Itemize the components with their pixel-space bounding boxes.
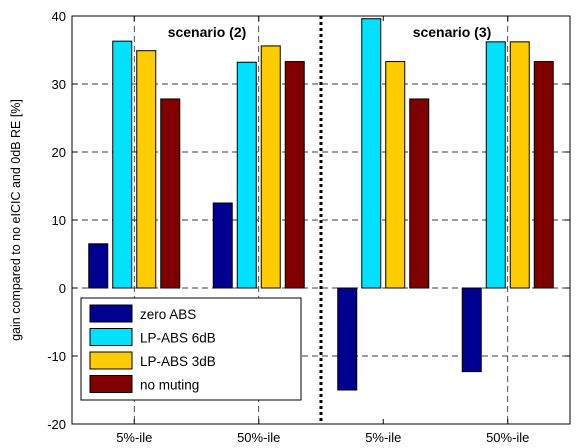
legend-swatch <box>89 375 133 393</box>
x-tick-label: 5%-ile <box>365 430 401 445</box>
y-tick-label: 30 <box>52 77 66 92</box>
legend-swatch <box>89 328 133 346</box>
y-tick-label: 10 <box>52 213 66 228</box>
legend-swatch <box>89 304 133 323</box>
bar <box>485 41 506 289</box>
x-tick-label: 50%-ile <box>237 430 280 445</box>
bar <box>409 98 430 289</box>
bar <box>160 98 181 289</box>
y-tick-label: 40 <box>52 9 66 24</box>
x-tick-label: 5%-ile <box>116 430 152 445</box>
bars <box>88 18 554 391</box>
bar <box>260 45 281 289</box>
bar <box>284 61 305 289</box>
annotation-scenario-2: scenario (2) <box>168 24 247 40</box>
legend-label: no muting <box>140 378 199 393</box>
x-axis-ticks: 5%-ile 50%-ile 5%-ile 50%-ile <box>116 16 529 445</box>
y-tick-label: 20 <box>52 145 66 160</box>
legend-label: LP-ABS 6dB <box>140 331 216 346</box>
legend-label: zero ABS <box>140 307 196 322</box>
y-tick-label: -10 <box>47 349 66 364</box>
bar <box>509 41 530 289</box>
bar <box>136 50 157 289</box>
x-tick-label: 50%-ile <box>486 430 529 445</box>
bar <box>461 287 482 373</box>
bar <box>337 287 358 391</box>
bar <box>533 61 554 289</box>
bar <box>212 202 233 289</box>
bar <box>88 243 109 289</box>
legend: zero ABS LP-ABS 6dB LP-ABS 3dB no muting <box>80 297 302 401</box>
legend-label: LP-ABS 3dB <box>140 354 216 369</box>
bar <box>385 61 406 289</box>
bar <box>112 40 133 289</box>
bar <box>361 18 382 289</box>
bar <box>236 61 257 289</box>
annotation-scenario-3: scenario (3) <box>413 24 492 40</box>
y-axis-ticks: -20 -10 0 10 20 30 40 <box>47 9 570 432</box>
y-tick-label: -20 <box>47 417 66 432</box>
legend-swatch <box>89 351 133 370</box>
y-tick-label: 0 <box>59 281 66 296</box>
y-axis-label: gain compared to no eICIC and 0dB RE [%] <box>9 99 23 341</box>
